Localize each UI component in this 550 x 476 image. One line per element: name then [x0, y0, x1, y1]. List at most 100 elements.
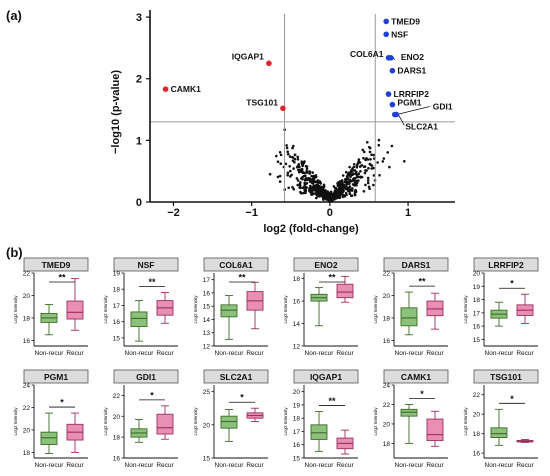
ns-point: [311, 171, 315, 174]
panel-y-tick-label: 20: [203, 422, 211, 429]
nonrecur-category-label: Non-recur: [35, 462, 65, 469]
nonrecur-box: [130, 311, 148, 327]
significance-marker: *: [150, 390, 154, 400]
significance-marker: **: [328, 396, 336, 406]
panel-title: GDI1: [136, 372, 156, 382]
panel-y-axis-label: Log2 Intensity: [13, 407, 18, 436]
ns-point: [305, 167, 309, 171]
leader-slc2a1: [397, 114, 405, 126]
panel-title: ENO2: [314, 260, 337, 270]
ns-point: [333, 190, 337, 193]
ns-point: [381, 160, 385, 163]
ns-point: [310, 186, 314, 189]
ns-point: [368, 187, 371, 191]
panel-y-tick-label: 15: [203, 456, 211, 463]
panel-y-axis-label: Log2 Intensity: [463, 407, 468, 436]
ns-point: [348, 172, 352, 176]
label-iqgap1: IQGAP1: [232, 51, 264, 61]
ns-point: [275, 154, 278, 158]
panel-title: SLC2A1: [220, 372, 253, 382]
ns-point: [314, 180, 318, 184]
panel-title: DARS1: [402, 260, 431, 270]
ns-point: [288, 155, 292, 158]
ns-point: [314, 192, 317, 195]
ns-point: [278, 174, 282, 178]
ns-point: [341, 174, 345, 177]
nonrecur-category-label: Non-recur: [35, 350, 65, 357]
recur-category-label: Recur: [516, 462, 534, 469]
ns-point: [319, 187, 322, 191]
ns-point: [302, 161, 306, 165]
panel-y-tick-label: 18: [293, 416, 301, 423]
panel-y-tick-label: 18: [293, 276, 301, 283]
panel-y-tick-label: 12: [203, 344, 211, 351]
ns-point: [324, 196, 328, 200]
panel-y-tick-label: 18: [473, 297, 481, 304]
ns-point: [296, 158, 300, 161]
ns-point: [363, 171, 367, 175]
nonrecur-category-label: Non-recur: [305, 350, 335, 357]
panel-title-bar: [473, 257, 539, 272]
ns-point: [357, 179, 360, 182]
panel-y-tick-label: 16: [113, 456, 121, 463]
volcano-plot: −2 −1 0 1 0 1 2 3 CAMK1 IQGAP1 TSG101 TMED9 NSF COL6…: [110, 10, 455, 235]
ns-point: [292, 167, 295, 170]
panel-y-tick-label: 16: [293, 442, 301, 449]
volcano-x-tick-label: 0: [327, 207, 333, 219]
ns-point: [303, 185, 306, 188]
ns-point: [285, 146, 289, 150]
panel-title: CAMK1: [401, 372, 431, 382]
panel-y-axis-label: Log2 Intensity: [193, 295, 198, 324]
ns-point: [355, 166, 359, 169]
label-tmed9: TMED9: [391, 16, 420, 26]
panel-y-tick-label: 18: [383, 315, 391, 322]
ns-point: [338, 196, 342, 200]
ns-point: [299, 181, 302, 184]
recur-box: [336, 283, 354, 299]
label-pgm1: PGM1: [397, 98, 421, 108]
boxplot-panel-col6a1: COL6A1 12 13 14 15 16 17 Log2 Intensity Non-recu…: [193, 257, 269, 357]
significance-marker: *: [420, 389, 424, 399]
ns-point: [344, 187, 348, 191]
ns-point: [286, 173, 290, 177]
ns-point: [293, 157, 297, 161]
panel-y-tick-label: 20: [473, 412, 481, 419]
ns-point: [360, 164, 364, 167]
panel-y-tick-label: 16: [113, 319, 121, 326]
significance-marker: *: [510, 279, 514, 289]
panel-y-tick-label: 20: [293, 389, 301, 396]
panel-y-tick-label: 15: [113, 335, 121, 342]
ns-point: [305, 171, 309, 174]
ns-point: [317, 181, 320, 184]
ns-point: [347, 188, 350, 191]
ns-point: [344, 179, 348, 182]
volcano-y-tick-label: 2: [136, 74, 142, 86]
ns-point: [297, 163, 301, 166]
panel-y-tick-label: 17: [293, 429, 301, 436]
panel-title: IQGAP1: [310, 372, 342, 382]
ns-point: [340, 180, 343, 184]
panel-y-tick-label: 24: [23, 383, 31, 390]
panel-y-tick-label: 15: [203, 304, 211, 311]
panel-y-tick-label: 22: [383, 271, 391, 278]
ns-point: [325, 194, 328, 197]
label-eno2: ENO2: [401, 52, 424, 62]
boxplot-panel-camk1: CAMK1 18 20 22 24 Log2 Intensity Non-recur Recu…: [373, 369, 449, 469]
panel-y-tick-label: 13: [203, 330, 211, 337]
panel-label-a: (a): [6, 8, 22, 23]
ns-point: [308, 177, 312, 180]
panel-y-tick-label: 16: [23, 338, 31, 345]
ns-point: [352, 177, 356, 180]
boxplot-panel-lrrfip2: LRRFIP2 15 16 17 18 19 20 Log2 Intensity Non-rec…: [463, 257, 539, 357]
ns-point: [357, 175, 361, 179]
ns-point: [303, 181, 307, 185]
significance-marker: **: [328, 273, 336, 283]
panel-y-tick-label: 20: [23, 293, 31, 300]
panel-y-tick-label: 15: [293, 456, 301, 463]
ns-point: [285, 144, 288, 147]
boxplot-panel-tsg101: TSG101 16 18 20 22 Log2 Intensity Non-recur Rec…: [463, 369, 539, 469]
ns-point: [332, 197, 336, 201]
ns-point: [361, 148, 365, 152]
panel-y-tick-label: 18: [113, 287, 121, 294]
